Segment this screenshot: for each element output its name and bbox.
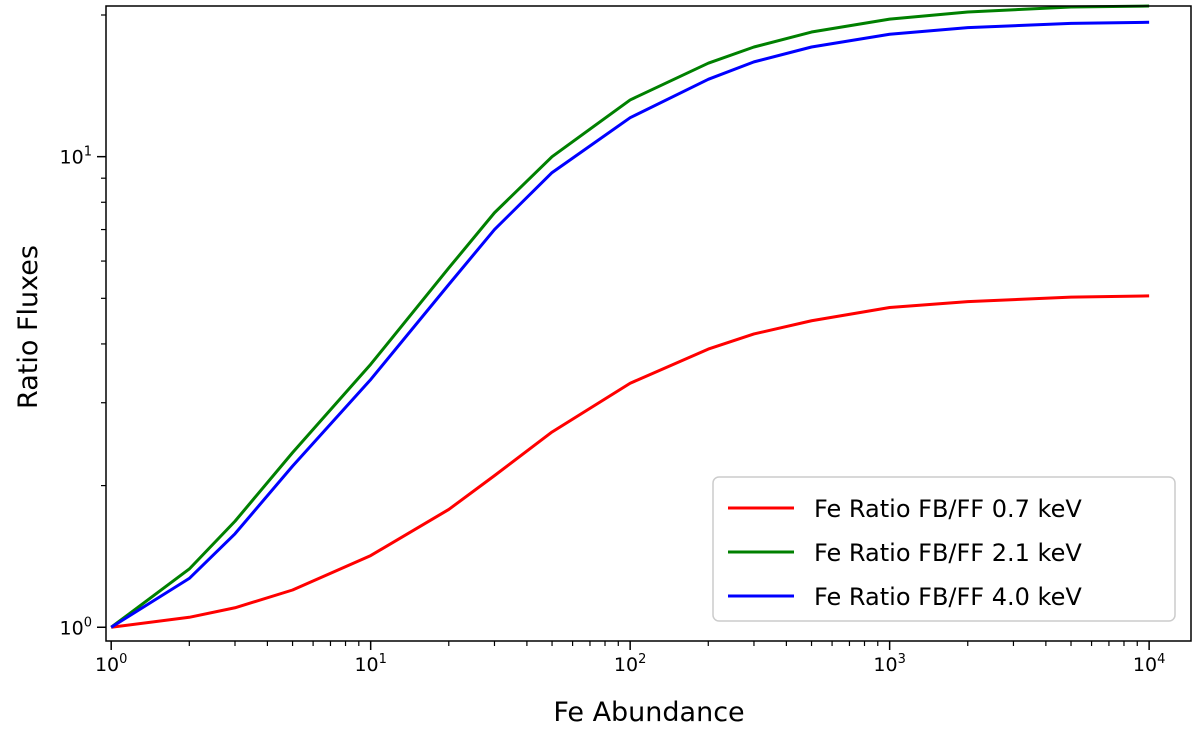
legend-box [712,476,1176,622]
series-line-3 [110,20,1150,629]
series-layer [110,4,1150,629]
plot-frame [105,5,1192,642]
legend-label-2: Fe Ratio FB/FF 2.1 keV [814,539,1082,567]
x-axis-label: Fe Abundance [553,697,744,728]
x-tick-label: 101 [354,652,386,676]
y-tick-label: 100 [60,615,92,639]
axes: 100 101 102 103 104 100 101 [60,14,1165,676]
series-line-2 [110,4,1150,629]
legend-label-1: Fe Ratio FB/FF 0.7 keV [814,495,1082,523]
legend-label-3: Fe Ratio FB/FF 4.0 keV [814,583,1082,611]
x-tick-label: 100 [95,652,127,676]
legend: Fe Ratio FB/FF 0.7 keV Fe Ratio FB/FF 2.1… [712,476,1176,622]
x-tick-label: 102 [614,652,646,676]
x-tick-label: 104 [1133,652,1165,676]
series-line-1 [111,294,1150,629]
y-axis-label: Ratio Fluxes [13,245,44,409]
x-tick-label: 103 [873,652,905,676]
y-tick-label: 101 [60,145,92,169]
